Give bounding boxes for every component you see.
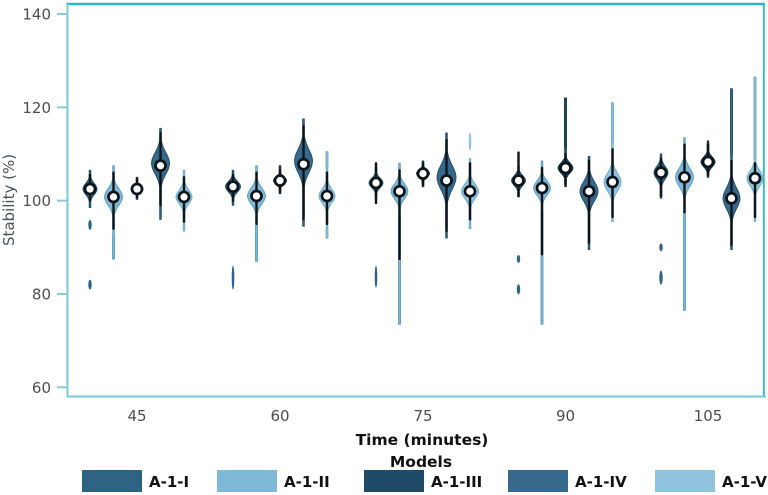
- median-dot: [83, 182, 97, 196]
- violin-A-1-V-t75: [461, 132, 479, 230]
- y-tick-label: 80: [32, 285, 51, 303]
- violin-A-1-II-t105: [675, 137, 694, 311]
- violin-groups: [82, 76, 764, 325]
- median-dot: [725, 191, 738, 205]
- y-tick-label: 120: [22, 99, 51, 117]
- median-dot: [748, 171, 762, 185]
- median-dot: [130, 182, 144, 196]
- legend-label: A-1-II: [284, 473, 330, 491]
- legend-swatch: [655, 470, 715, 492]
- violin-A-1-IV-t75: [436, 132, 457, 239]
- legend-item-A-1-II: A-1-II: [217, 470, 330, 492]
- median-dot: [463, 184, 477, 198]
- outlier-point: [88, 219, 92, 230]
- violin-A-1-III-t105: [700, 140, 716, 178]
- violin-A-1-IV-t105: [722, 88, 741, 251]
- median-dot: [226, 180, 240, 194]
- violin-A-1-I-t60: [225, 169, 241, 290]
- median-dot: [250, 189, 263, 203]
- outlier-point: [231, 265, 235, 290]
- median-dot: [559, 161, 572, 175]
- violin-A-1-IV-t45: [151, 127, 170, 220]
- violin-A-1-V-t60: [318, 151, 336, 239]
- legend-label: A-1-V: [722, 473, 767, 491]
- legend-label: A-1-III: [431, 473, 482, 491]
- median-dot: [107, 190, 120, 204]
- median-dot: [701, 155, 715, 169]
- violin-A-1-IV-t90: [579, 155, 599, 251]
- legend-item-A-1-IV: A-1-IV: [508, 470, 627, 492]
- outlier-point: [374, 265, 378, 288]
- violin-body: [746, 76, 764, 223]
- outlier-point: [88, 279, 92, 290]
- violin-A-1-I-t75: [368, 162, 384, 288]
- y-tick-label: 100: [22, 192, 51, 210]
- violin-A-1-II-t60: [247, 165, 266, 262]
- x-axis-label: Time (minutes): [356, 431, 489, 449]
- median-dot: [606, 175, 619, 189]
- violin-A-1-II-t45: [104, 165, 123, 260]
- x-tick-label: 75: [413, 407, 432, 425]
- violin-A-1-II-t90: [533, 160, 551, 325]
- outlier-point: [468, 132, 472, 151]
- violin-A-1-I-t105: [653, 153, 669, 285]
- violin-A-1-V-t90: [603, 102, 622, 223]
- legend-title: Models: [390, 453, 452, 471]
- x-tick-label: 60: [270, 407, 289, 425]
- legend-item-A-1-III: A-1-III: [364, 470, 482, 492]
- y-axis-label: Stability (%): [0, 154, 18, 246]
- violin-A-1-III-t75: [416, 160, 430, 188]
- legend-swatch: [217, 470, 277, 492]
- legend-item-A-1-I: A-1-I: [82, 470, 189, 492]
- median-dot: [273, 174, 287, 187]
- median-dot: [512, 174, 525, 187]
- median-dot: [154, 159, 167, 173]
- outlier-point: [516, 254, 521, 263]
- median-dot: [393, 184, 406, 198]
- legend-item-A-1-V: A-1-V: [655, 470, 767, 492]
- median-dot: [369, 176, 383, 190]
- violin-A-1-III-t45: [130, 176, 144, 200]
- median-dot: [177, 190, 191, 204]
- median-dot: [535, 181, 549, 195]
- plot-panel-border: [66, 2, 766, 398]
- axes-and-ticks: 140 120 100 80 60 45 60 75 90 105: [22, 6, 722, 426]
- legend: A-1-I A-1-II A-1-III A-1-IV A-1-V: [82, 470, 767, 492]
- median-dot: [582, 184, 596, 198]
- violin-A-1-I-t45: [82, 169, 98, 290]
- legend-swatch: [364, 470, 424, 492]
- legend-swatch: [82, 470, 142, 492]
- violin-A-1-IV-t60: [294, 118, 313, 227]
- legend-label: A-1-IV: [575, 473, 627, 491]
- outlier-point: [516, 284, 521, 295]
- median-dot: [297, 157, 310, 171]
- median-dot: [320, 189, 334, 203]
- violin-A-1-III-t60: [273, 165, 287, 195]
- x-tick-label: 90: [556, 407, 575, 425]
- violin-A-1-II-t75: [390, 162, 409, 325]
- violin-A-1-V-t45: [175, 169, 193, 232]
- median-dot: [678, 170, 691, 184]
- median-dot: [416, 167, 430, 180]
- violin-A-1-V-t105: [746, 76, 764, 223]
- violin-A-1-I-t90: [511, 151, 526, 295]
- y-tick-label: 140: [22, 6, 51, 24]
- outlier-point: [659, 270, 663, 285]
- median-dot: [654, 166, 668, 180]
- x-tick-label: 45: [127, 407, 146, 425]
- legend-swatch: [508, 470, 568, 492]
- median-dot: [440, 174, 453, 187]
- x-tick-label: 105: [694, 407, 723, 425]
- outlier-point: [659, 243, 663, 252]
- violin-A-1-III-t90: [557, 97, 574, 188]
- y-tick-label: 60: [32, 379, 51, 397]
- legend-label: A-1-I: [149, 473, 189, 491]
